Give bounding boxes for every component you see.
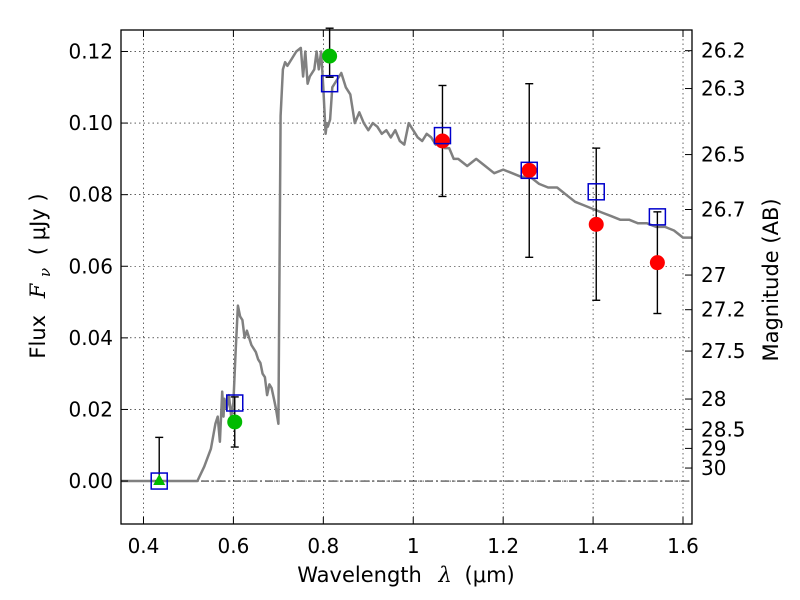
y-axis-symbol: F <box>26 282 50 299</box>
magnitude-tick-label: 26.3 <box>701 77 746 101</box>
red-data-point <box>649 255 665 271</box>
model-spectrum-line <box>121 46 692 483</box>
x-tick-label: 0.4 <box>128 534 160 558</box>
x-axis-label: Wavelength <box>297 563 422 587</box>
y-axis-label: Flux <box>26 315 50 359</box>
model-flux-square <box>587 183 605 201</box>
tick-labels: 0.4 0.6 0.8 1 1.2 1.4 1.6 0.00 0.02 0.04 0.06 0.08 0… <box>68 39 745 558</box>
magnitude-tick-label: 29 <box>701 436 726 460</box>
model-flux-square <box>433 126 452 145</box>
model-flux-square <box>520 161 538 180</box>
model-flux-square <box>648 208 667 226</box>
y-tick-label: 0.04 <box>68 326 113 350</box>
y-tick-label: 0.06 <box>68 254 113 278</box>
x-axis-unit: (μm) <box>465 563 515 587</box>
x-tick-label: 0.8 <box>307 534 339 558</box>
y-tick-label: 0.12 <box>68 39 113 63</box>
grid-lines <box>121 30 692 524</box>
x-axis-symbol: λ <box>438 563 452 587</box>
model-flux-square <box>320 74 339 93</box>
plot-frame <box>120 29 693 525</box>
svg-text:Flux F ν ( μ: Flux F ν ( μJy ) <box>26 193 55 358</box>
y-tick-label: 0.10 <box>68 111 113 135</box>
y-tick-label: 0.02 <box>68 397 113 421</box>
x-tick-label: 1.6 <box>667 534 699 558</box>
x-tick-label: 1.4 <box>577 534 609 558</box>
model-flux-square <box>226 394 244 412</box>
model-flux-square <box>150 472 168 490</box>
y-tick-label: 0.00 <box>68 469 113 493</box>
red-data-point <box>521 162 537 178</box>
y-axis-subscript: ν <box>36 268 54 277</box>
magnitude-tick-label: 26.2 <box>701 39 746 63</box>
green-data-point <box>227 414 243 430</box>
x-axis-title: Wavelength λ (μm) <box>297 563 514 587</box>
x-tick-label: 1 <box>407 534 420 558</box>
magnitude-tick-label: 28 <box>701 387 726 411</box>
magnitude-tick-label: 27.2 <box>701 298 746 322</box>
magnitude-tick-label: 30 <box>701 456 726 480</box>
x-tick-label: 0.6 <box>217 534 249 558</box>
magnitude-tick-label: 26.5 <box>701 143 746 167</box>
red-data-point <box>588 216 604 232</box>
y-tick-label: 0.08 <box>68 183 113 207</box>
y-axis-unit: ( μJy ) <box>26 193 50 255</box>
model-spectrum <box>121 46 692 483</box>
green-triangle-point <box>153 474 166 486</box>
magnitude-tick-label: 26.7 <box>701 197 746 221</box>
magnitude-tick-label: 27 <box>701 263 726 287</box>
svg-text:Wavelength λ (μm): Wavelength λ (μm) <box>297 563 514 587</box>
magnitude-tick-label: 28.5 <box>701 417 746 441</box>
x-tick-label: 1.2 <box>487 534 519 558</box>
y2-axis-title: Magnitude (AB) <box>759 198 783 361</box>
axis-ticks <box>121 30 692 524</box>
data-markers <box>150 48 667 490</box>
y-axis-title: Flux F ν ( μJy ) <box>26 193 55 358</box>
magnitude-tick-label: 27.5 <box>701 339 746 363</box>
green-data-point <box>322 48 338 64</box>
red-data-point <box>434 133 450 149</box>
magnitude-axis-label: Magnitude (AB) <box>759 198 783 361</box>
